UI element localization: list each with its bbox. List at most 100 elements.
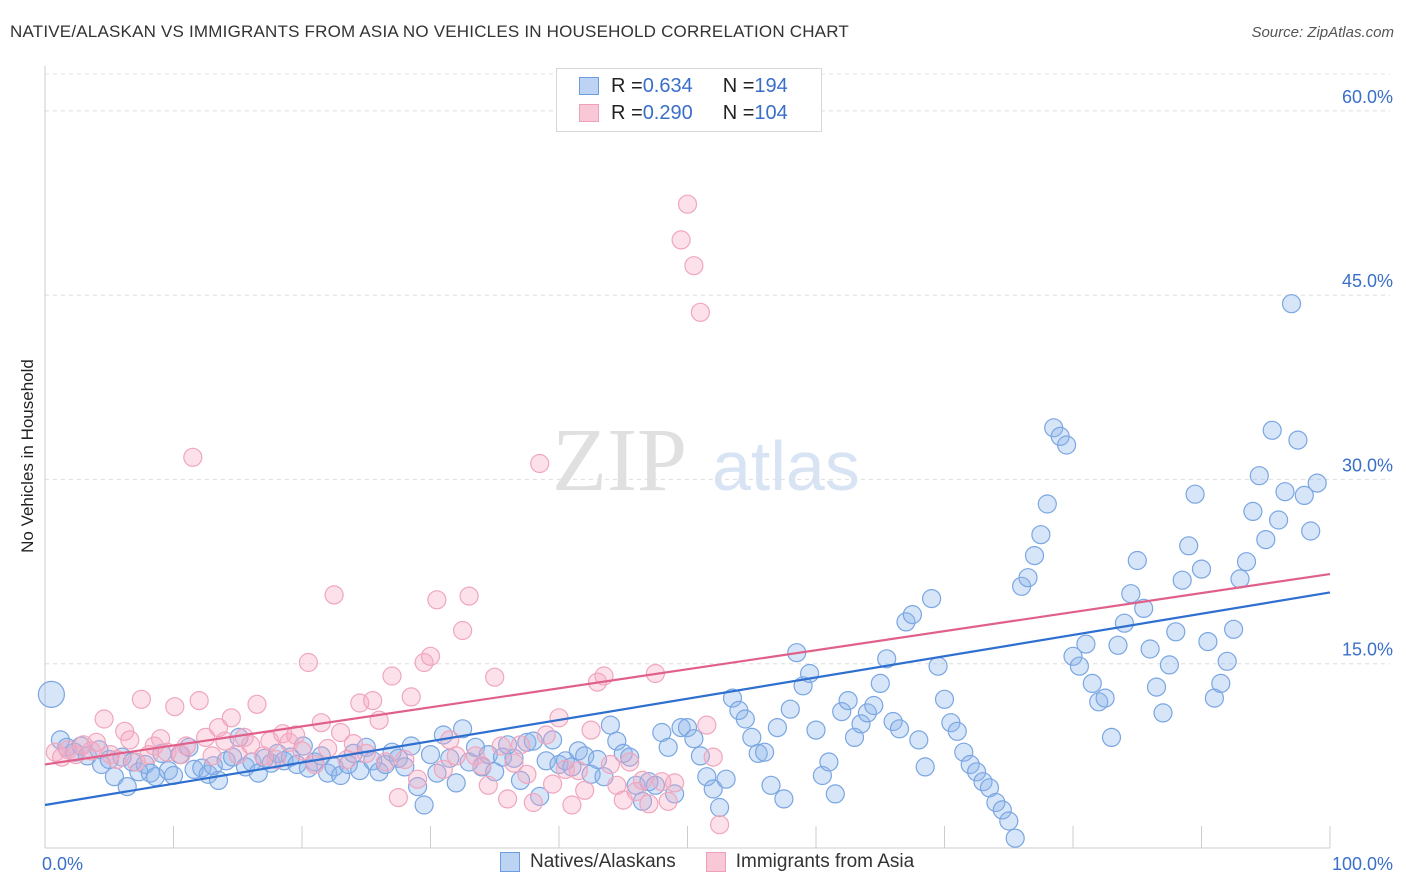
y-tick-label: 30.0% <box>1342 455 1393 475</box>
point-natives <box>223 747 243 767</box>
watermark-zip: ZIP <box>552 411 687 510</box>
point-asia <box>324 585 344 605</box>
point-natives <box>1134 598 1154 619</box>
legend-n-label: N = <box>722 74 755 97</box>
point-asia <box>549 708 569 728</box>
point-asia <box>247 694 267 714</box>
point-asia <box>703 747 723 767</box>
point-natives <box>1230 569 1250 589</box>
point-natives <box>1146 677 1167 697</box>
point-asia <box>453 620 473 641</box>
point-natives <box>536 751 556 771</box>
point-asia <box>433 759 453 780</box>
point-natives <box>395 757 415 777</box>
point-asia <box>658 791 678 811</box>
y-tick-label: 45.0% <box>1342 271 1393 291</box>
point-natives <box>414 795 434 815</box>
point-natives <box>37 680 66 709</box>
point-asia <box>600 754 621 775</box>
point-natives <box>1095 688 1115 708</box>
point-natives <box>1056 435 1077 455</box>
point-natives <box>928 656 948 676</box>
point-asia <box>266 749 286 770</box>
point-natives <box>703 779 723 799</box>
point-natives <box>1159 655 1180 675</box>
point-natives <box>1069 656 1090 676</box>
point-natives <box>684 729 704 749</box>
stats-legend: R = 0.634 N = 194 R = 0.290 N = 104 <box>556 68 822 132</box>
point-natives <box>889 719 910 739</box>
point-natives <box>671 717 691 738</box>
point-natives <box>607 731 627 751</box>
point-natives <box>1114 613 1135 633</box>
point-natives <box>1217 651 1237 671</box>
point-asia <box>575 780 595 800</box>
point-natives <box>1268 510 1289 530</box>
point-asia <box>202 746 222 766</box>
point-natives <box>954 742 974 762</box>
legend-n-value: 104 <box>754 101 788 124</box>
point-asia <box>228 744 248 765</box>
point-natives <box>1211 673 1231 694</box>
point-asia <box>375 752 396 772</box>
point-asia <box>241 735 261 755</box>
point-natives <box>408 776 428 797</box>
point-natives <box>767 717 788 738</box>
point-natives <box>774 789 794 809</box>
point-natives <box>1140 639 1160 659</box>
point-asia <box>465 746 486 766</box>
point-natives <box>1262 420 1282 440</box>
legend-r-label: R = <box>611 101 643 124</box>
point-asia <box>542 774 563 794</box>
point-natives <box>896 612 916 632</box>
legend-row-asia: R = 0.290 N = 104 <box>579 100 788 126</box>
point-natives <box>1236 552 1257 572</box>
point-natives <box>1089 692 1109 712</box>
legend-swatch-pink <box>705 852 726 872</box>
point-natives <box>1249 466 1269 486</box>
point-asia <box>632 770 653 791</box>
y-tick-label: 60.0% <box>1342 87 1393 107</box>
point-asia <box>562 795 582 815</box>
trendline-natives <box>44 591 1331 807</box>
point-asia <box>510 735 531 755</box>
point-natives <box>934 689 955 709</box>
point-natives <box>1275 482 1295 502</box>
point-asia <box>298 652 318 673</box>
legend-item-asia: Immigrants from Asia <box>705 851 915 873</box>
point-natives <box>1256 529 1276 550</box>
point-natives <box>1005 828 1025 848</box>
point-natives <box>1191 559 1212 579</box>
point-asia <box>215 731 235 751</box>
point-asia <box>395 749 415 770</box>
x-tick-label: 100.0% <box>1332 854 1393 874</box>
legend-r-value: 0.634 <box>642 74 693 97</box>
point-natives <box>280 747 300 767</box>
point-asia <box>697 715 717 735</box>
point-natives <box>735 709 755 729</box>
point-natives <box>864 695 884 716</box>
point-asia <box>684 256 704 276</box>
point-natives <box>832 701 852 722</box>
legend-r-label: R = <box>611 74 643 97</box>
point-asia <box>459 586 479 606</box>
point-asia <box>420 646 441 666</box>
point-asia <box>491 736 511 756</box>
point-asia <box>427 590 447 610</box>
point-natives <box>1179 536 1199 556</box>
point-natives <box>1185 484 1205 504</box>
point-natives <box>568 741 588 761</box>
point-natives <box>1301 521 1321 541</box>
point-asia <box>709 815 730 835</box>
point-natives <box>877 649 897 669</box>
legend-label-asia: Immigrants from Asia <box>735 851 915 872</box>
legend-n-value: 194 <box>754 74 788 97</box>
point-natives <box>947 721 967 741</box>
point-asia <box>221 708 241 728</box>
point-asia <box>690 302 711 322</box>
point-asia <box>408 769 428 789</box>
point-natives <box>1288 430 1308 450</box>
chart-source: Source: ZipAtlas.com <box>1251 24 1394 41</box>
legend-r-value: 0.290 <box>642 101 693 124</box>
point-natives <box>748 743 768 764</box>
